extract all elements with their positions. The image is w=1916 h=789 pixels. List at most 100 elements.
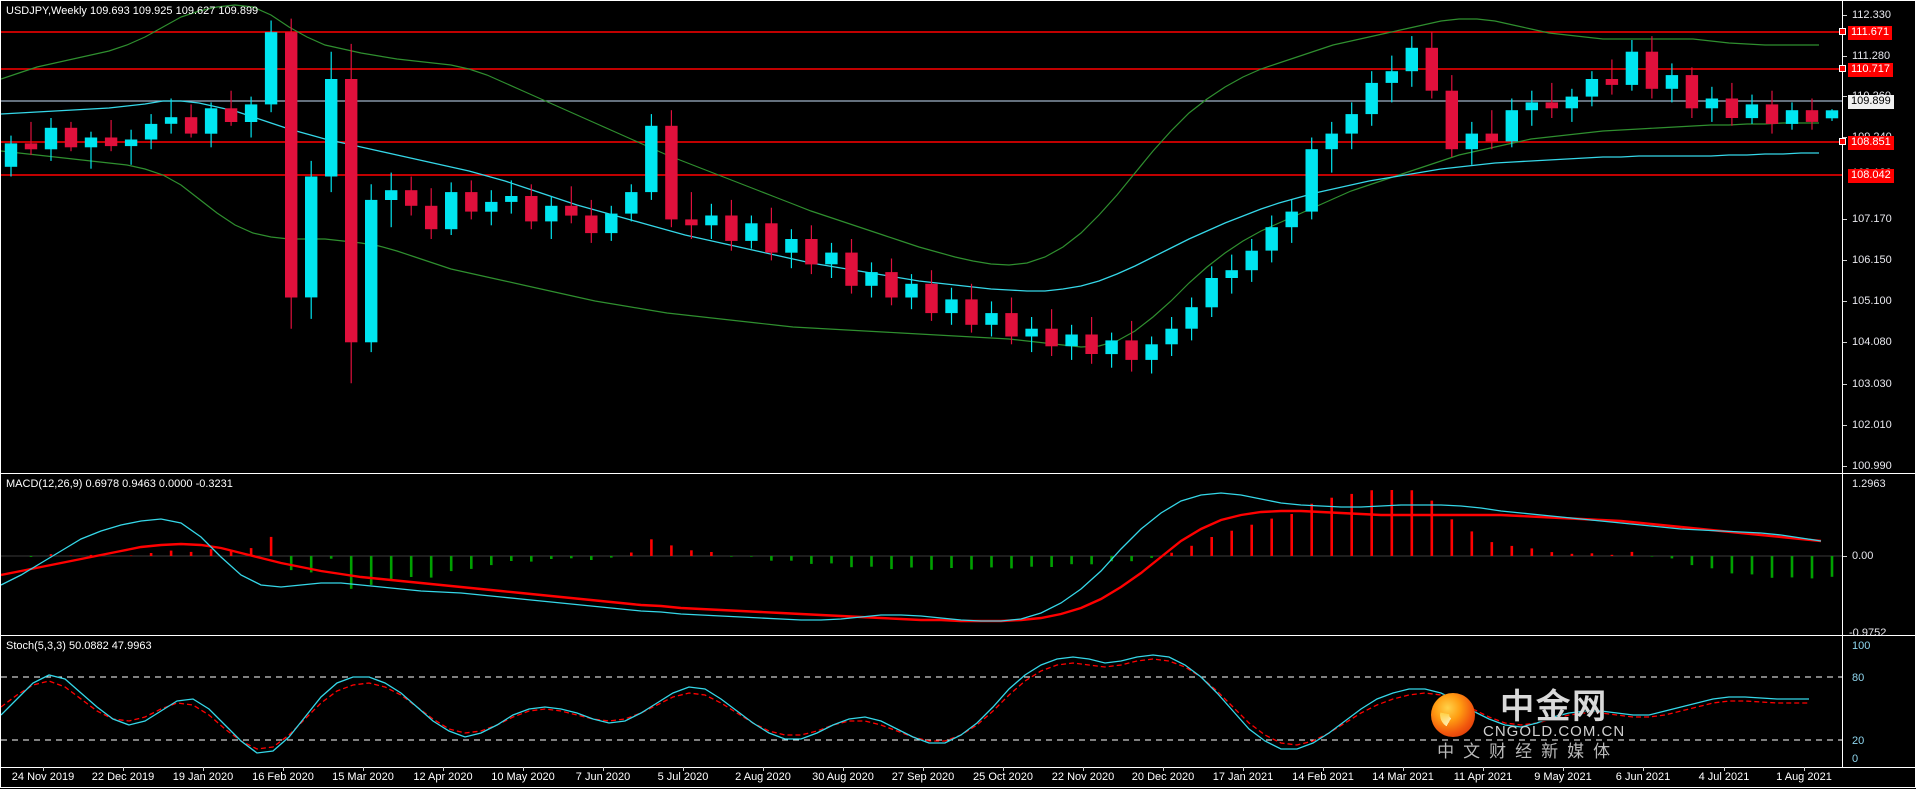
price-level-tag[interactable]: 110.717 (1848, 63, 1893, 77)
x-axis-tick-mark (1243, 767, 1244, 771)
price-tick-label: 106.150 (1852, 254, 1892, 266)
candle-body (725, 215, 738, 241)
candle-body (224, 108, 238, 122)
candle-body (1365, 82, 1378, 115)
candle-body (405, 190, 418, 206)
macd-panel-title: MACD(12,26,9) 0.6978 0.9463 0.0000 -0.32… (6, 478, 233, 490)
candle-body (1585, 79, 1599, 97)
macd-tick-label: -0.9752 (1849, 627, 1887, 639)
candle-body (425, 205, 438, 230)
candle-body (805, 239, 818, 265)
y-axis-separator (1842, 1, 1843, 767)
x-axis-tick-label: 16 Feb 2020 (252, 771, 314, 783)
bollinger-lower-line (1, 122, 1819, 348)
tick-mark (1843, 556, 1847, 557)
macd-y-axis[interactable]: 1.2963 0.00 -0.9752 (1843, 475, 1916, 639)
candle-body (1125, 340, 1138, 360)
candle-body (325, 79, 338, 177)
candle-body (1205, 278, 1218, 308)
candle-body (1825, 110, 1839, 119)
x-axis-tick-label: 2 Aug 2020 (735, 771, 791, 783)
price-level-tag[interactable]: 108.042 (1848, 169, 1894, 183)
candle-body (1725, 98, 1739, 118)
candle-body (1525, 102, 1538, 111)
stoch-tick-label: 20 (1852, 735, 1865, 747)
price-level-tag[interactable]: 111.671 (1848, 26, 1893, 40)
candlestick-series (4, 18, 1839, 384)
candle-body (1565, 96, 1578, 109)
macd-plot[interactable] (1, 475, 1842, 635)
stoch-tick-label: 80 (1852, 672, 1865, 684)
candle-body (1485, 133, 1498, 142)
current-price-tag: 109.899 (1848, 95, 1894, 109)
tick-mark (1843, 342, 1847, 343)
candle-body (1045, 328, 1058, 347)
x-axis-tick-mark (1643, 767, 1644, 771)
price-level-tag[interactable]: 108.851 (1848, 136, 1894, 150)
tick-mark (1843, 425, 1847, 426)
candle-body (1225, 270, 1238, 278)
stochastic-y-axis[interactable]: 100 80 20 0 (1843, 637, 1916, 767)
candle-body (1705, 98, 1719, 109)
candle-body (1425, 47, 1438, 91)
x-axis-tick-label: 11 Apr 2021 (1453, 771, 1513, 783)
candle-body (1605, 79, 1619, 85)
macd-panel[interactable]: MACD(12,26,9) 0.6978 0.9463 0.0000 -0.32… (1, 475, 1842, 635)
tick-mark (1843, 260, 1847, 261)
candle-body (845, 252, 858, 286)
x-axis-tick-label: 19 Jan 2020 (172, 771, 234, 783)
candle-body (465, 192, 478, 212)
moving-average-line (1, 100, 1819, 292)
candle-body (705, 215, 718, 226)
x-axis-tick-label: 27 Sep 2020 (891, 771, 955, 783)
x-axis-tick-mark (603, 767, 604, 771)
price-panel-title: USDJPY,Weekly 109.693 109.925 109.627 10… (6, 5, 259, 17)
candle-body (925, 283, 938, 314)
candle-body (1765, 104, 1779, 124)
stochastic-svg (1, 654, 1842, 754)
level-drag-handle[interactable] (1839, 65, 1846, 72)
tick-mark (1843, 466, 1847, 467)
x-axis-tick-mark (1483, 767, 1484, 771)
x-axis-tick-mark (1083, 767, 1084, 771)
price-tick-label: 112.330 (1852, 9, 1891, 21)
tick-mark (1843, 15, 1847, 16)
tick-mark (1843, 219, 1847, 220)
level-drag-handle[interactable] (1839, 28, 1846, 35)
candle-body (44, 127, 58, 150)
x-axis-tick-label: 25 Oct 2020 (973, 771, 1033, 783)
candle-body (605, 213, 618, 234)
stoch-signal-line (1, 658, 1809, 750)
candle-body (1345, 114, 1358, 134)
price-panel[interactable]: USDJPY,Weekly 109.693 109.925 109.627 10… (1, 1, 1842, 473)
tick-mark (1843, 56, 1847, 57)
stochastic-panel[interactable]: Stoch(5,3,3) 50.0882 47.9963 (1, 637, 1842, 767)
tick-mark (1843, 96, 1847, 97)
x-axis-tick-label: 9 May 2021 (1534, 771, 1592, 783)
x-axis-tick-mark (283, 767, 284, 771)
price-tick-label: 103.030 (1852, 378, 1892, 390)
candle-body (505, 196, 518, 202)
candle-body (765, 223, 778, 253)
price-plot[interactable] (1, 1, 1842, 473)
candle-body (1105, 340, 1118, 355)
price-tick-label: 111.280 (1852, 50, 1891, 62)
x-axis-tick-label: 14 Mar 2021 (1372, 771, 1434, 783)
candle-body (625, 192, 638, 214)
x-axis-tick-label: 12 Apr 2020 (413, 771, 473, 783)
candle-body (1445, 90, 1458, 150)
candle-body (264, 32, 278, 105)
candle-body (1785, 110, 1799, 124)
x-axis[interactable]: 24 Nov 2019 22 Dec 2019 19 Jan 2020 16 Feb … (1, 767, 1916, 789)
stochastic-plot[interactable] (1, 637, 1842, 767)
level-drag-handle[interactable] (1839, 138, 1846, 145)
candle-body (445, 192, 458, 230)
candle-body (244, 104, 258, 122)
price-y-axis[interactable]: 112.330 111.280 110.260 109.240 108.180 … (1839, 1, 1916, 473)
macd-svg (1, 490, 1842, 623)
price-tick-label: 107.170 (1852, 213, 1892, 225)
candle-body (945, 299, 958, 314)
candle-body (385, 190, 398, 200)
x-axis-tick-label: 4 Jul 2021 (1698, 771, 1750, 783)
candle-body (285, 32, 298, 298)
